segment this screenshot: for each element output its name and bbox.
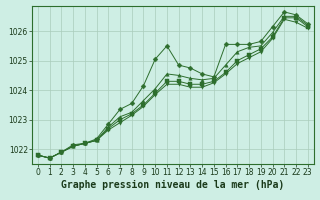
X-axis label: Graphe pression niveau de la mer (hPa): Graphe pression niveau de la mer (hPa) [61,180,284,190]
